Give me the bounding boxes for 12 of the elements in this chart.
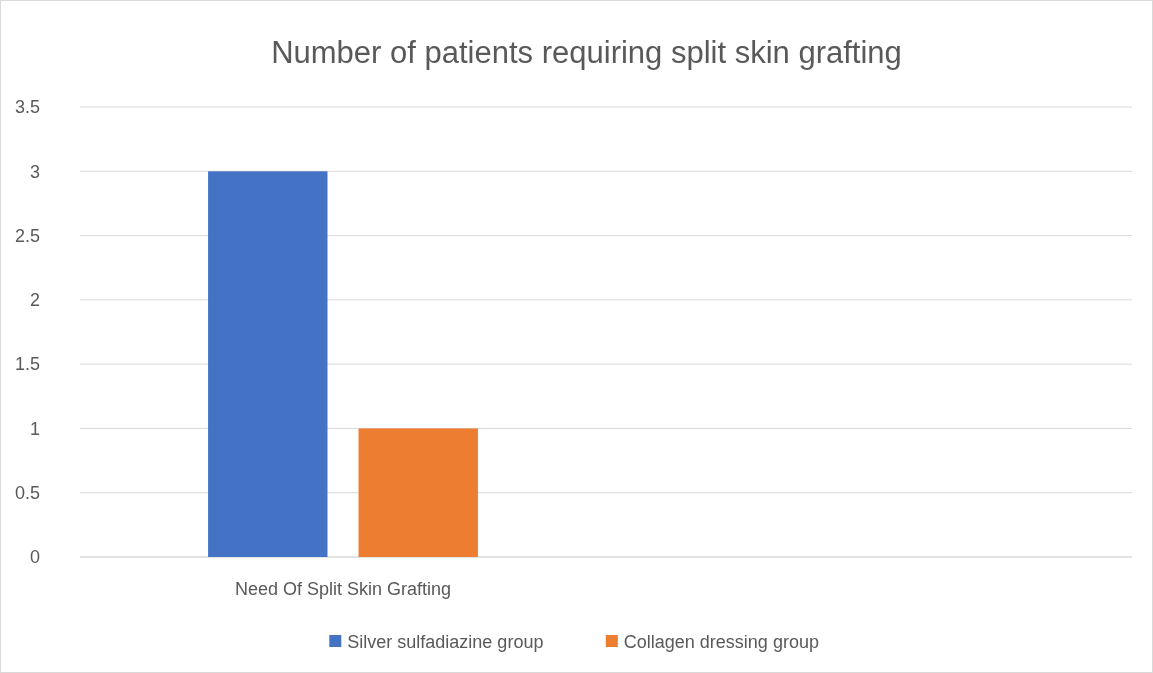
y-tick-label: 2 xyxy=(29,290,40,311)
y-tick-label: 1 xyxy=(29,418,40,439)
x-tick-label: Need Of Split Skin Grafting xyxy=(234,579,452,599)
y-tick-label: 2.5 xyxy=(14,225,40,246)
y-tick-label: 0.5 xyxy=(14,483,40,504)
legend-label: Silver sulfadiazine group xyxy=(347,632,544,653)
y-tick-label: 3 xyxy=(29,161,40,182)
chart-title: Number of patients requiring split skin grafting xyxy=(271,35,902,70)
y-tick-label: 3.5 xyxy=(14,97,40,118)
y-tick-label: 1.5 xyxy=(14,354,40,375)
legend-label: Collagen dressing group xyxy=(623,632,819,653)
y-tick-label: 0 xyxy=(29,547,40,568)
